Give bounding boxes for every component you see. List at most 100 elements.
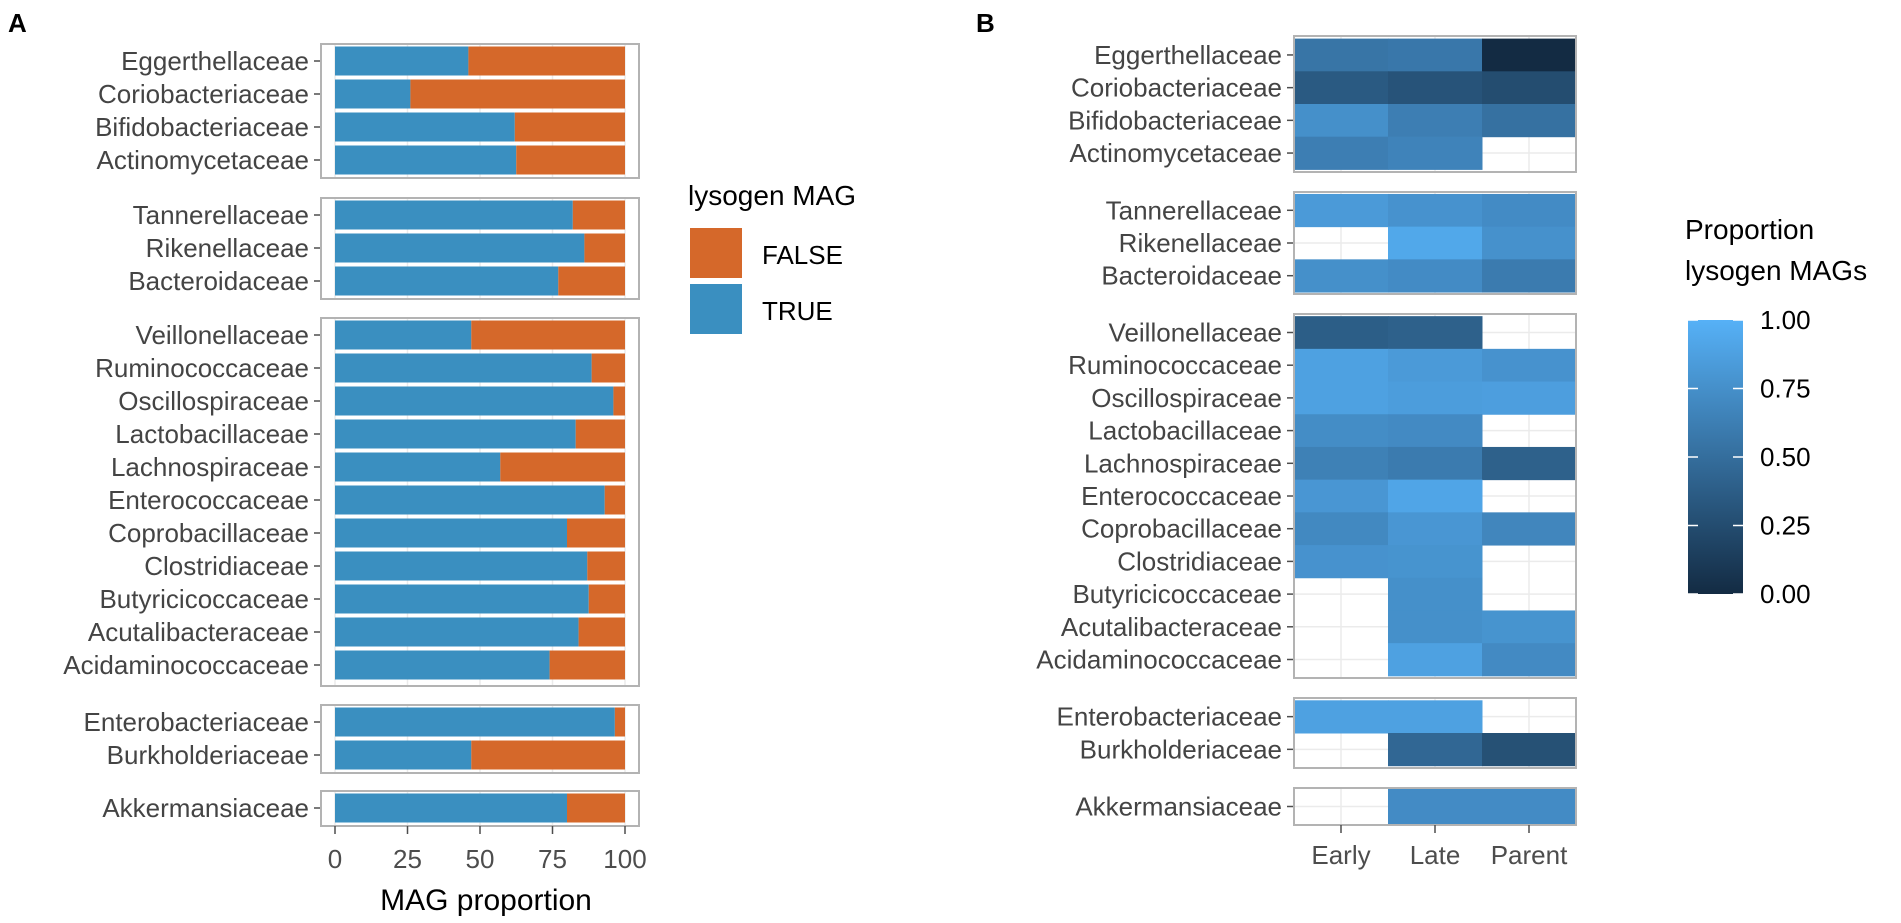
heat-cell-clostridiaceae-early [1294,545,1389,579]
category-label-a: Enterobacteriaceae [84,707,309,737]
bar-true-acutalibacteraceae [335,617,579,647]
colorbar-label: 0.00 [1760,579,1811,609]
heat-cell-oscillospiraceae-early [1294,381,1389,415]
legend-swatch-false [690,228,742,278]
category-label-b: Burkholderiaceae [1080,734,1282,764]
heat-cell-veillonellaceae-late [1388,316,1483,350]
heat-cell-butyricicoccaceae-late [1388,577,1483,611]
category-label-b: Akkermansiaceae [1075,792,1282,822]
heat-cell-bifidobacteriaceae-early [1294,104,1389,138]
x-tick-label-a: 25 [393,844,422,874]
category-label-a: Coriobacteriaceae [98,79,309,109]
bar-true-burkholderiaceae [335,740,472,770]
colorbar-label: 0.50 [1760,442,1811,472]
heat-cell-burkholderiaceae-parent [1482,733,1577,767]
heat-cell-acidaminococcaceae-late [1388,643,1483,677]
category-label-b: Rikenellaceae [1119,228,1282,258]
bar-false-burkholderiaceae [471,740,625,770]
x-tick-label-b: Late [1410,840,1461,870]
category-label-b: Clostridiaceae [1117,546,1282,576]
heat-cell-coprobacillaceae-early [1294,512,1389,546]
facet-panel-a [320,704,640,774]
heat-cell-acutalibacteraceae-parent [1482,610,1577,644]
heat-cell-coriobacteriaceae-late [1388,71,1483,105]
heat-cell-acutalibacteraceae-late [1388,610,1483,644]
heat-cell-veillonellaceae-early [1294,316,1389,350]
category-label-a: Oscillospiraceae [118,386,309,416]
bar-false-butyricicoccaceae [588,584,625,614]
heat-cell-clostridiaceae-late [1388,545,1483,579]
heat-cell-enterococcaceae-early [1294,479,1389,513]
heat-cell-enterococcaceae-late [1388,479,1483,513]
bar-false-eggerthellaceae [468,46,625,76]
category-label-a: Acutalibacteraceae [88,617,309,647]
category-label-a: Coprobacillaceae [108,518,309,548]
facet-panel-b [1293,313,1577,679]
category-label-a: Veillonellaceae [136,320,309,350]
colorbar-label: 0.25 [1760,511,1811,541]
heat-cell-lachnospiraceae-early [1294,446,1389,481]
heat-cell-akkermansiaceae-parent [1482,788,1577,826]
x-tick-label-a: 100 [603,844,646,874]
heat-cell-coriobacteriaceae-parent [1482,71,1577,105]
category-label-a: Bifidobacteriaceae [95,112,309,142]
bar-false-enterococcaceae [604,485,625,515]
category-label-b: Butyricicoccaceae [1072,579,1282,609]
bar-true-acidaminococcaceae [335,650,550,680]
heat-cell-enterobacteriaceae-early [1294,700,1389,734]
bar-false-actinomycetaceae [516,145,625,175]
legend-title-b-line2: lysogen MAGs [1685,255,1867,286]
category-label-b: Lactobacillaceae [1088,416,1282,446]
category-label-a: Ruminococcaceae [95,353,309,383]
facet-panel-a [320,197,640,300]
heat-cell-bifidobacteriaceae-late [1388,104,1483,138]
x-tick-label-b: Parent [1491,840,1568,870]
bar-false-lactobacillaceae [575,419,625,449]
x-tick-label-a: 75 [538,844,567,874]
heat-cell-lactobacillaceae-late [1388,414,1483,448]
panel-a-letter: A [8,8,27,38]
heat-cell-coprobacillaceae-late [1388,512,1483,546]
heat-cell-acidaminococcaceae-parent [1482,643,1577,677]
bar-false-ruminococcaceae [591,353,625,383]
category-label-b: Coprobacillaceae [1081,514,1282,544]
bar-true-bifidobacteriaceae [335,112,515,142]
category-label-b: Oscillospiraceae [1091,383,1282,413]
category-label-a: Rikenellaceae [146,233,309,263]
category-label-a: Akkermansiaceae [102,793,309,823]
heat-cell-oscillospiraceae-late [1388,381,1483,415]
category-label-b: Acutalibacteraceae [1061,612,1282,642]
heat-cell-lachnospiraceae-late [1388,446,1483,481]
category-label-a: Lactobacillaceae [115,419,309,449]
category-label-b: Veillonellaceae [1109,318,1282,348]
facet-panel-b [1293,35,1577,173]
bar-false-akkermansiaceae [567,793,625,823]
category-label-b: Bifidobacteriaceae [1068,105,1282,135]
bar-true-enterococcaceae [335,485,605,515]
x-tick-label-a: 0 [328,844,342,874]
bar-false-bacteroidaceae [558,266,625,296]
heat-cell-coprobacillaceae-parent [1482,512,1577,546]
heat-cell-ruminococcaceae-early [1294,348,1389,383]
category-label-b: Enterobacteriaceae [1057,702,1282,732]
bar-false-coriobacteriaceae [410,79,625,109]
category-label-b: Bacteroidaceae [1101,261,1282,291]
bar-true-actinomycetaceae [335,145,517,175]
heat-cell-rikenellaceae-parent [1482,226,1577,260]
heat-cell-rikenellaceae-late [1388,226,1483,260]
bar-false-tannerellaceae [572,200,625,230]
category-label-b: Coriobacteriaceae [1071,73,1282,103]
heat-cell-ruminococcaceae-late [1388,348,1483,383]
bar-false-lachnospiraceae [500,452,625,482]
heat-cell-eggerthellaceae-late [1388,38,1483,72]
bar-true-rikenellaceae [335,233,585,263]
bar-true-veillonellaceae [335,320,472,350]
legend-label-true: TRUE [762,296,833,326]
heat-cell-ruminococcaceae-parent [1482,348,1577,383]
heat-cell-tannerellaceae-parent [1482,193,1577,228]
bar-false-bifidobacteriaceae [514,112,625,142]
legend-label-false: FALSE [762,240,843,270]
category-label-b: Actinomycetaceae [1070,138,1282,168]
category-label-a: Butyricicoccaceae [99,584,309,614]
colorbar-label: 1.00 [1760,305,1811,335]
